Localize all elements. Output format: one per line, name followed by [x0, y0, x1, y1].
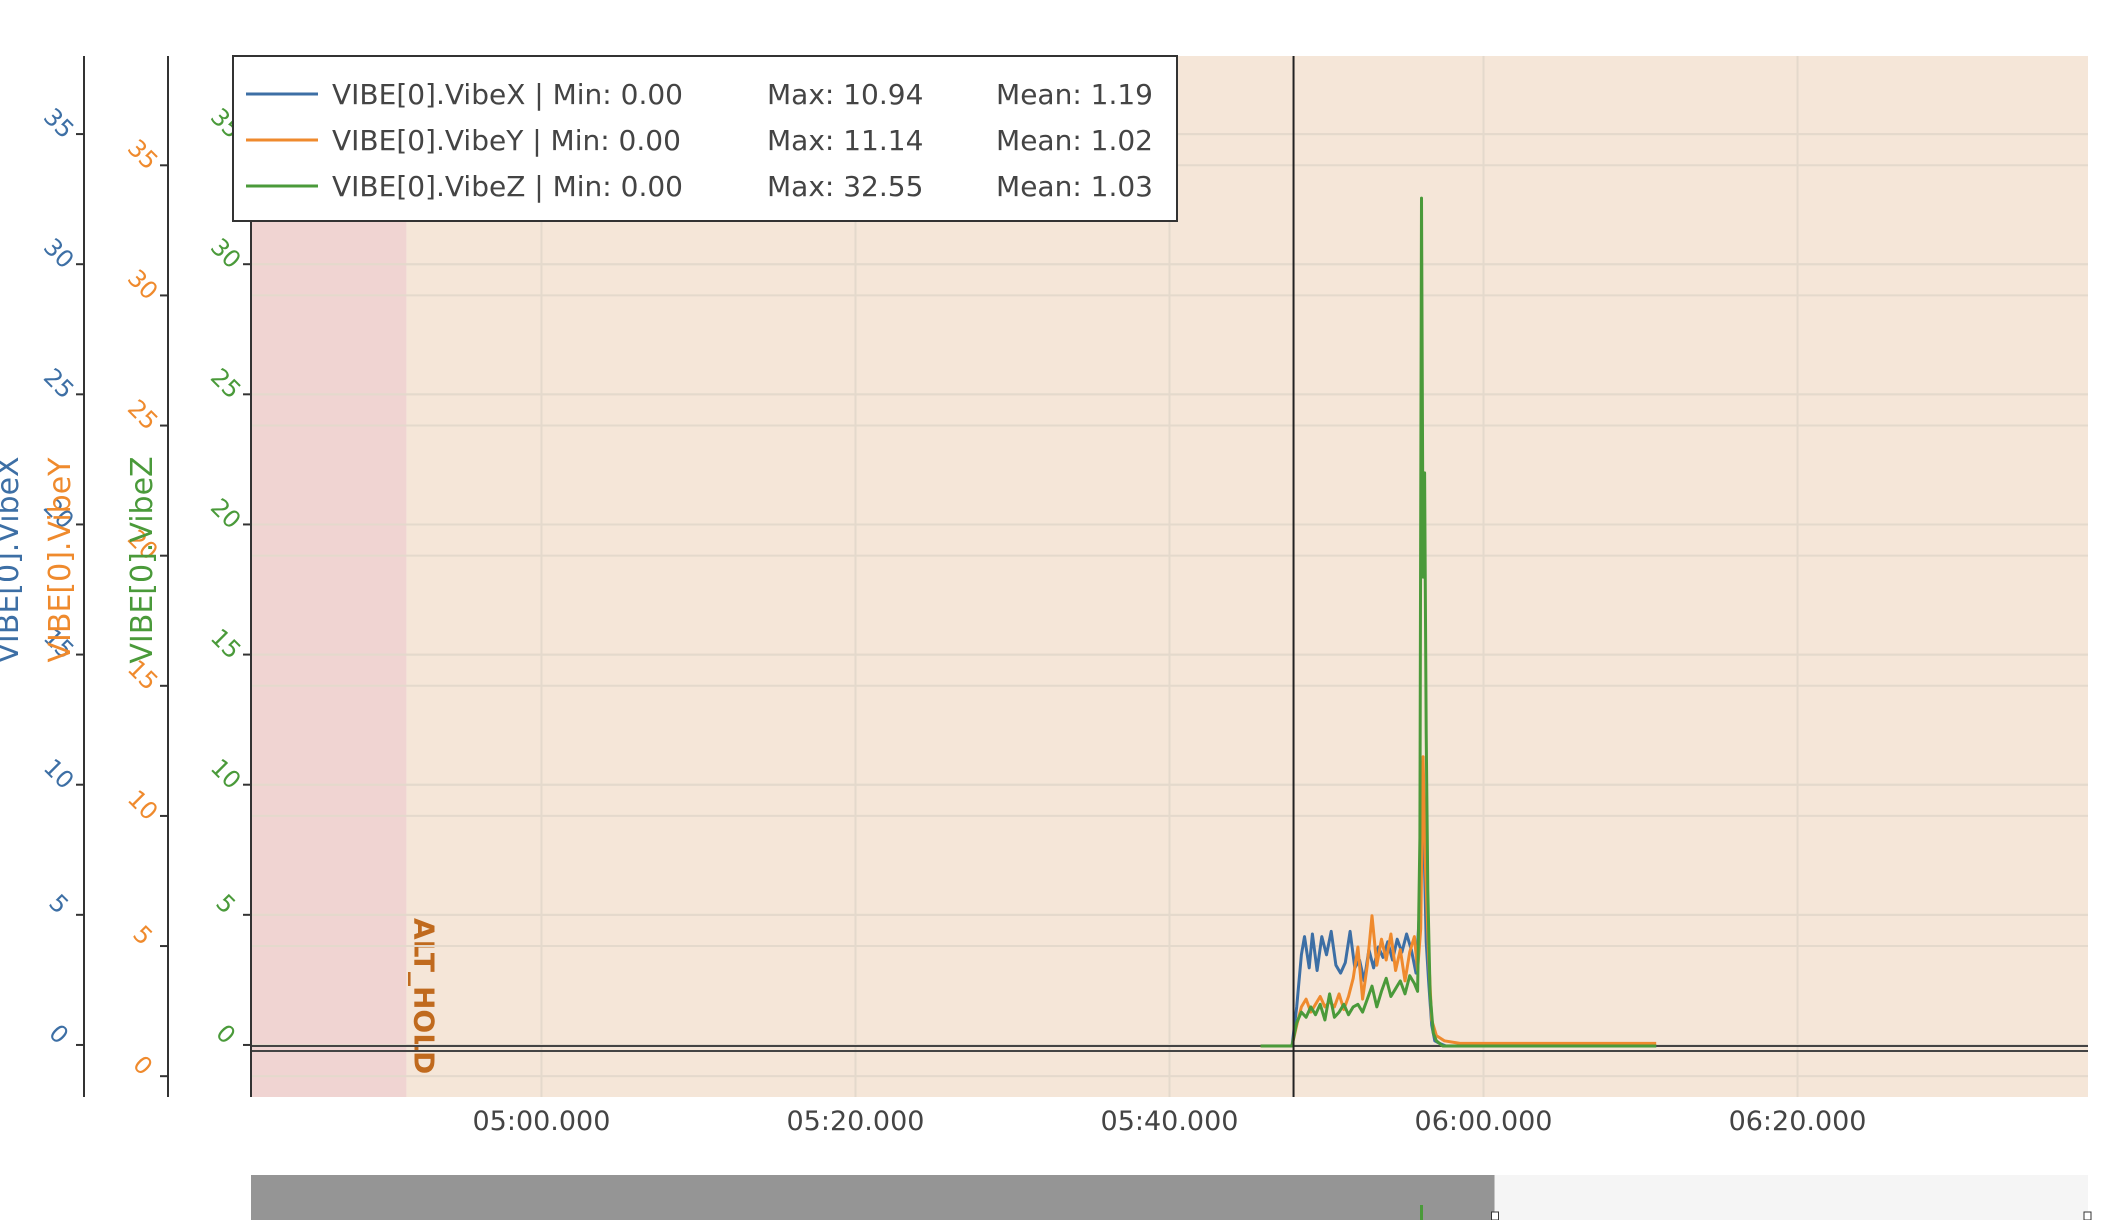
y-tick-label: 10 — [122, 785, 163, 826]
legend-mean: Mean: 1.02 — [996, 124, 1153, 157]
legend-mean: Mean: 1.03 — [996, 170, 1153, 203]
y-axis-title: VIBE[0].VibeY — [43, 457, 78, 663]
mode-region-1 — [406, 56, 2088, 1097]
x-tick-label: 05:20.000 — [787, 1106, 925, 1137]
overview-handle-left[interactable] — [1491, 1211, 1500, 1220]
y-tick-label: 20 — [205, 493, 246, 534]
y-tick-label: 5 — [127, 920, 158, 951]
x-tick-label: 05:00.000 — [472, 1106, 610, 1137]
x-tick-label: 06:20.000 — [1729, 1106, 1867, 1137]
y-tick-label: 0 — [210, 1019, 241, 1050]
y-tick-label: 35 — [122, 134, 163, 175]
legend-max: Max: 11.14 — [767, 124, 923, 157]
legend-mean: Mean: 1.19 — [996, 78, 1153, 111]
legend-max: Max: 10.94 — [767, 78, 923, 111]
legend-name: VIBE[0].VibeX | Min: 0.00 — [332, 78, 683, 111]
y-tick-label: 25 — [122, 394, 163, 435]
y-tick-label: 25 — [38, 363, 79, 404]
y-tick-label: 15 — [205, 623, 246, 664]
y-tick-label: 30 — [122, 264, 163, 305]
x-tick-label: 06:00.000 — [1415, 1106, 1553, 1137]
series-lines — [1260, 56, 1657, 1097]
y-axis-title: VIBE[0].VibeX — [0, 456, 26, 663]
x-tick-label: 05:40.000 — [1101, 1106, 1239, 1137]
y-tick-label: 0 — [43, 1019, 74, 1050]
y-tick-label: 10 — [38, 753, 79, 794]
y-tick-label: 5 — [210, 889, 241, 920]
y-tick-label: 25 — [205, 363, 246, 404]
overview-handle-right[interactable] — [2083, 1211, 2092, 1220]
legend[interactable]: VIBE[0].VibeX | Min: 0.00 Max: 10.94 Mean:… — [232, 55, 1178, 222]
y-tick-label: 5 — [43, 889, 74, 920]
y-axis-title: VIBE[0].VibeZ — [125, 456, 160, 663]
legend-box — [232, 55, 1178, 222]
range-overview[interactable] — [251, 1175, 2092, 1220]
y-tick-label: 35 — [38, 103, 79, 144]
mode-label: ALT_HOLD — [407, 918, 440, 1074]
y-tick-label: 0 — [127, 1050, 158, 1081]
legend-name: VIBE[0].VibeY | Min: 0.00 — [332, 124, 681, 157]
legend-max: Max: 32.55 — [767, 170, 923, 203]
overview-selection[interactable] — [251, 1175, 1495, 1220]
y-tick-label: 10 — [205, 753, 246, 794]
series-line-vibez — [1260, 196, 1657, 1048]
y-tick-label: 30 — [38, 233, 79, 274]
mode-region-0 — [251, 56, 407, 1097]
flight-mode-bands: ALT_HOLD — [251, 56, 2088, 1097]
y-tick-label: 30 — [205, 233, 246, 274]
legend-name: VIBE[0].VibeZ | Min: 0.00 — [332, 170, 683, 203]
